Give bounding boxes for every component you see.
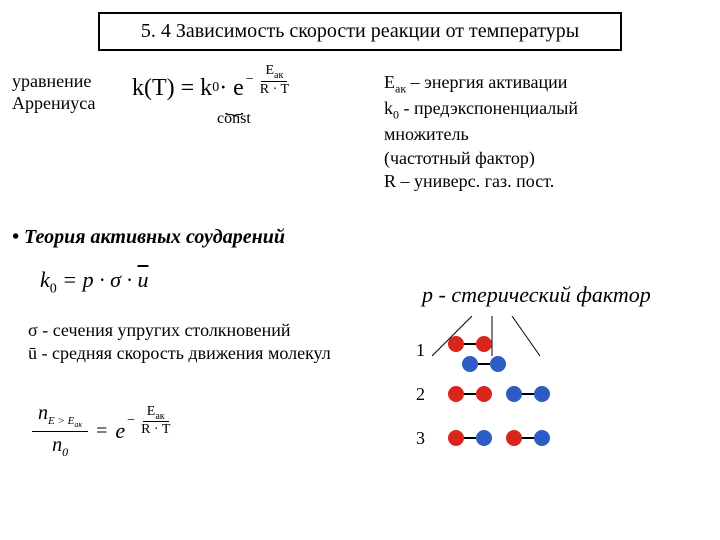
ball-red — [476, 336, 492, 352]
const-brace: ⏟ — [225, 105, 243, 112]
ball-red — [448, 430, 464, 446]
bond — [464, 393, 476, 395]
steric-factor-text: p - стерический фактор — [422, 282, 651, 308]
ratio-num: n — [38, 402, 48, 424]
ratio-exp-den: R · T — [137, 422, 174, 438]
ball-blue — [534, 430, 550, 446]
k0-rhs: = p · σ · — [57, 267, 138, 292]
ball-blue — [476, 430, 492, 446]
arrhenius-label: уравнение Аррениуса — [12, 71, 132, 114]
bond — [464, 343, 476, 345]
exp-num-sub: ак — [274, 70, 283, 81]
row-label-2: 2 — [416, 384, 425, 405]
def-l2a: k — [384, 98, 393, 118]
ratio-equation: nE > Eак n0 = e − Eак R · T — [32, 400, 174, 462]
exp-minus: − — [246, 72, 254, 88]
ball-blue — [506, 386, 522, 402]
ratio-exponent: − Eак R · T — [127, 404, 174, 439]
const-annotation: ⏟ const — [217, 105, 251, 128]
ratio-equals: = — [96, 420, 107, 443]
bond — [464, 437, 476, 439]
ratio-e: e — [115, 418, 125, 444]
def-l5: R – универс. газ. пост. — [384, 171, 554, 191]
ball-blue — [534, 386, 550, 402]
eq-exponent: − Eак R · T — [246, 63, 293, 98]
diagram-row-3: 3 — [402, 418, 702, 462]
ratio-exp-num-sub: ак — [155, 410, 164, 421]
k0-sub: 0 — [50, 281, 57, 296]
row-label-3: 3 — [416, 428, 425, 449]
def-l4: (частотный фактор) — [384, 148, 535, 168]
bond — [522, 437, 534, 439]
ball-red — [448, 386, 464, 402]
eq-dot-e: · e — [219, 75, 244, 102]
ball-red — [448, 336, 464, 352]
ball-red — [476, 386, 492, 402]
diagram-row-1: 1 — [402, 330, 702, 374]
diagram-row-2: 2 — [402, 374, 702, 418]
arrhenius-label-l1: уравнение — [12, 71, 91, 91]
def-l1b: – энергия активации — [406, 72, 567, 92]
bond — [522, 393, 534, 395]
collision-diagram: 1 2 3 — [402, 330, 702, 490]
def-l1a: E — [384, 72, 395, 92]
sigma-l1: σ - сечения упругих столкновений — [28, 320, 290, 340]
exp-den: R · T — [256, 82, 293, 98]
eq-k-sub: 0 — [212, 80, 219, 96]
arrhenius-row: уравнение Аррениуса k(T) = k0 · e − Eак … — [12, 71, 708, 194]
row-label-1: 1 — [416, 340, 425, 361]
eq-lhs: k(T) = k — [132, 75, 212, 102]
sigma-l2: ū - средняя скорость движения молекул — [28, 343, 331, 363]
ratio-num-sub: E > E — [48, 415, 74, 427]
ratio-den: n — [52, 434, 62, 456]
ratio-den-sub: 0 — [62, 445, 68, 459]
theory-title: • Теория активных соударений — [12, 226, 708, 249]
ball-blue — [462, 356, 478, 372]
arrhenius-label-l2: Аррениуса — [12, 93, 95, 113]
ratio-num-sub2: ак — [74, 420, 82, 429]
slide-title: 5. 4 Зависимость скорости реакции от тем… — [98, 12, 622, 51]
arrhenius-equation: k(T) = k0 · e − Eак R · T ⏟ const — [132, 71, 372, 106]
bond — [478, 363, 490, 365]
ratio-exp-minus: − — [127, 413, 135, 429]
def-l1-sub: ак — [395, 82, 406, 96]
def-l2b: - предэкспоненциалый — [399, 98, 578, 118]
k0-lhs: k — [40, 267, 50, 292]
ball-blue — [490, 356, 506, 372]
def-l3: множитель — [384, 124, 469, 144]
ball-red — [506, 430, 522, 446]
exp-num: E — [265, 63, 274, 78]
definitions: Eак – энергия активации k0 - предэкспоне… — [384, 71, 708, 194]
k0-ubar: u — [137, 267, 148, 293]
